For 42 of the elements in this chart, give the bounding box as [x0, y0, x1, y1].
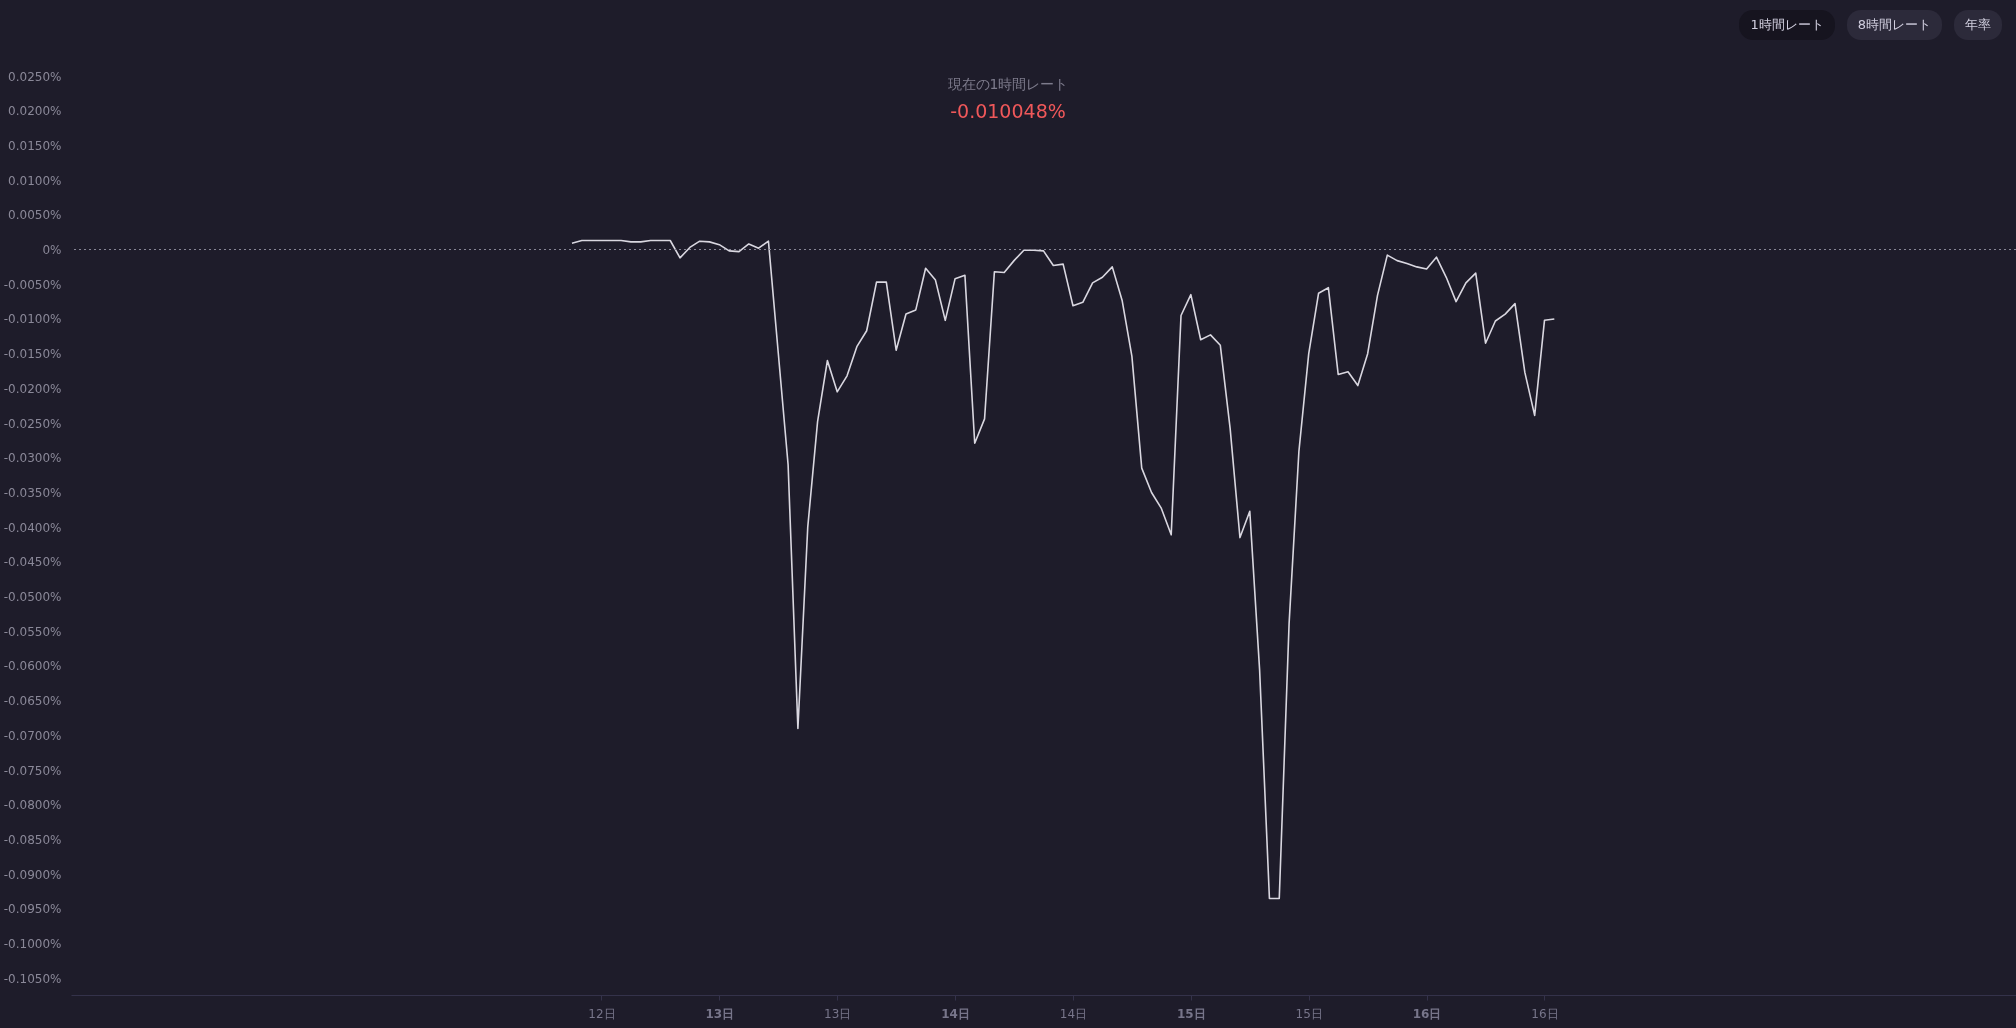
y-tick-label: 0.0200% — [8, 104, 62, 119]
x-tick-label: 14日 — [941, 1006, 970, 1021]
y-tick-label: 0.0050% — [8, 208, 62, 223]
y-tick-label: 0% — [42, 243, 62, 258]
y-tick-label: -0.0700% — [3, 728, 62, 743]
y-tick-label: -0.0350% — [3, 485, 62, 500]
y-tick-label: -0.0150% — [3, 347, 62, 362]
x-tick-label: 15日 — [1177, 1006, 1206, 1021]
y-tick-label: 0.0100% — [8, 173, 62, 188]
y-tick-label: -0.0750% — [3, 763, 62, 778]
y-tick-label: -0.0650% — [3, 694, 62, 709]
y-tick-label: -0.0400% — [3, 520, 62, 535]
y-tick-label: -0.0600% — [3, 659, 62, 674]
y-tick-label: -0.0950% — [3, 902, 62, 917]
y-tick-label: -0.0250% — [3, 416, 62, 431]
x-tick-label: 13日 — [705, 1006, 735, 1021]
y-tick-label: -0.0800% — [3, 798, 62, 813]
text: 年率 — [1954, 10, 2002, 40]
x-tick-label: 15日 — [1295, 1006, 1323, 1021]
y-tick-label: 0.0150% — [8, 138, 62, 153]
y-tick-label: -0.0850% — [3, 833, 62, 848]
y-tick-label: -0.0550% — [3, 624, 62, 639]
x-tick-label: 12日 — [588, 1006, 616, 1021]
x-tick-label: 14日 — [1059, 1006, 1088, 1021]
chart-title: 現在の1時間レート — [947, 76, 1069, 92]
y-tick-label: -0.1000% — [3, 937, 62, 952]
line-series — [571, 239, 1556, 900]
y-tick-label: -0.0300% — [3, 451, 62, 466]
y-tick-label: -0.0200% — [3, 381, 62, 396]
y-tick-label: -0.0100% — [3, 312, 62, 327]
x-tick-label: 13日 — [824, 1006, 852, 1021]
y-tick-label: -0.1050% — [3, 971, 62, 986]
text: 8時間レート — [1846, 10, 1942, 40]
y-tick-label: 0.0250% — [8, 69, 62, 84]
x-tick-label: 16日 — [1412, 1006, 1442, 1021]
y-tick-label: -0.0900% — [3, 867, 62, 882]
x-tick-label: 16日 — [1531, 1006, 1559, 1021]
text: -0.010048% — [950, 100, 1066, 122]
y-tick-label: -0.0500% — [3, 590, 62, 605]
y-tick-label: -0.0450% — [3, 555, 62, 570]
text: 1時間レート — [1739, 10, 1835, 40]
y-tick-label: -0.0050% — [3, 277, 62, 292]
